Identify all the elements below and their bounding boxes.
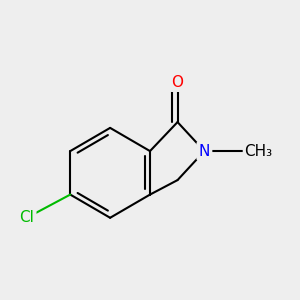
Text: N: N (199, 144, 210, 159)
Text: Cl: Cl (19, 210, 34, 225)
Text: O: O (172, 75, 184, 90)
Text: CH₃: CH₃ (244, 144, 272, 159)
